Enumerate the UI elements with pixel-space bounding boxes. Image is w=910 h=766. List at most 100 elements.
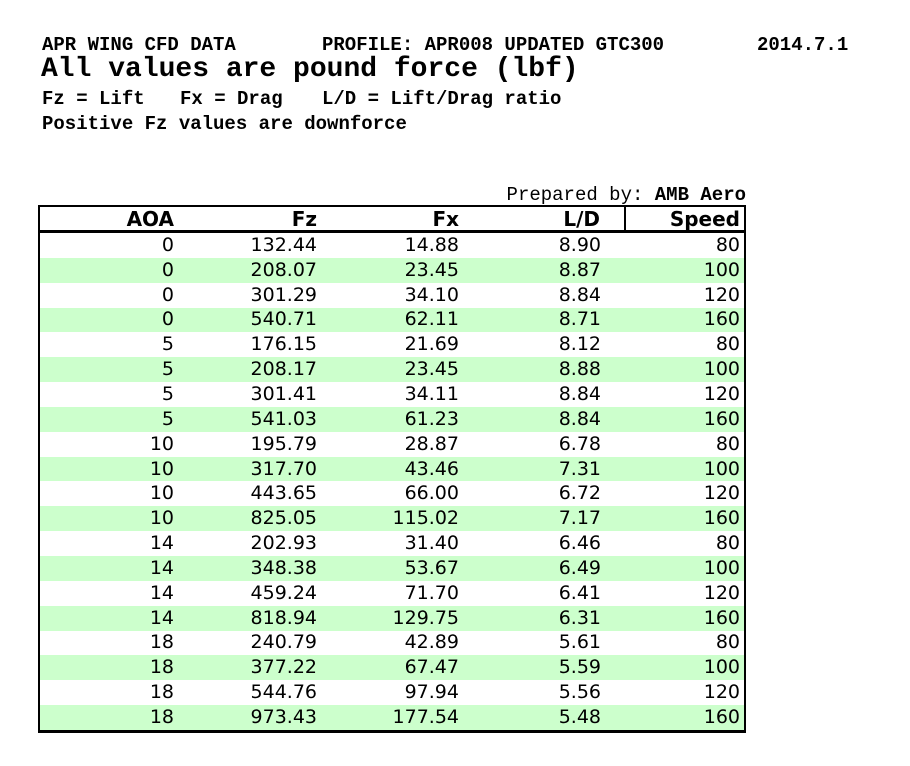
cell-fx: 97.94	[404, 681, 459, 704]
cell-aoa: 18	[149, 631, 174, 654]
cell-speed: 80	[715, 532, 740, 555]
table-row: 14 348.38 53.67 6.49 100	[39, 555, 745, 581]
cell-ld: 5.48	[558, 705, 601, 728]
cell-fx: 62.11	[404, 308, 459, 331]
cell-ld: 6.46	[558, 532, 601, 555]
cell-speed: 100	[703, 556, 740, 579]
cell-fz: 825.05	[250, 507, 317, 530]
cell-aoa: 10	[149, 432, 174, 455]
cell-speed: 160	[703, 606, 740, 629]
cell-aoa: 18	[149, 656, 174, 679]
units-note: All values are pound force (lbf)	[41, 54, 579, 85]
table-row: 18 973.43 177.54 5.48 160	[39, 705, 745, 732]
cell-speed: 160	[703, 308, 740, 331]
cell-fx: 42.89	[404, 631, 459, 654]
table-body: 0 132.44 14.88 8.90 80 0 208.07 23.45 8.87 100 0 30…	[39, 231, 745, 732]
cell-fx: 43.46	[404, 457, 459, 480]
cell-aoa: 0	[161, 283, 174, 306]
cell-speed: 80	[715, 631, 740, 654]
table-row: 10 195.79 28.87 6.78 80	[39, 431, 745, 457]
cell-ld: 5.59	[558, 656, 601, 679]
table-row: 18 377.22 67.47 5.59 100	[39, 655, 745, 681]
cell-ld: 6.78	[558, 432, 601, 455]
cell-aoa: 10	[149, 482, 174, 505]
cell-speed: 120	[703, 283, 740, 306]
cell-fz: 176.15	[250, 333, 317, 356]
cell-speed: 100	[703, 258, 740, 281]
cell-fx: 177.54	[392, 705, 459, 728]
cell-aoa: 18	[149, 681, 174, 704]
table-row: 18 240.79 42.89 5.61 80	[39, 630, 745, 656]
cell-ld: 7.17	[558, 507, 601, 530]
cell-ld: 7.31	[558, 457, 601, 480]
table-row: 10 825.05 115.02 7.17 160	[39, 506, 745, 532]
prepared-by-label: Prepared by:	[506, 184, 644, 207]
cell-ld: 8.71	[558, 308, 601, 331]
cell-ld: 8.12	[558, 333, 601, 356]
cell-fz: 202.93	[250, 532, 317, 555]
cell-ld: 8.84	[558, 283, 601, 306]
table-row: 0 301.29 34.10 8.84 120	[39, 282, 745, 308]
document-title-line: APR WING CFD DATA PROFILE: APR008 UPDATE…	[42, 34, 848, 56]
cell-speed: 160	[703, 407, 740, 430]
cell-fz: 443.65	[250, 482, 317, 505]
cfd-results-table: AOA Fz Fx L/D Speed 0 132.44 14.88 8.90 80 0 208.0…	[38, 205, 746, 733]
cell-aoa: 10	[149, 507, 174, 530]
cell-fx: 34.10	[404, 283, 459, 306]
cell-aoa: 0	[161, 258, 174, 281]
cell-aoa: 5	[161, 407, 174, 430]
cell-aoa: 14	[149, 581, 174, 604]
cell-fz: 348.38	[250, 556, 317, 579]
cell-aoa: 5	[161, 382, 174, 405]
cell-fz: 301.29	[250, 283, 317, 306]
cell-speed: 120	[703, 482, 740, 505]
table-row: 5 176.15 21.69 8.12 80	[39, 332, 745, 358]
cell-fz: 818.94	[250, 606, 317, 629]
col-header-fz: Fz	[180, 206, 322, 233]
cell-fz: 544.76	[250, 681, 317, 704]
table-row: 18 544.76 97.94 5.56 120	[39, 680, 745, 706]
cell-ld: 6.49	[558, 556, 601, 579]
cell-ld: 8.87	[558, 258, 601, 281]
cell-fz: 377.22	[250, 656, 317, 679]
ld-definition: L/D = Lift/Drag ratio	[322, 88, 562, 110]
cell-aoa: 0	[161, 308, 174, 331]
cell-fx: 129.75	[392, 606, 459, 629]
table-row: 0 540.71 62.11 8.71 160	[39, 307, 745, 333]
cell-fx: 66.00	[404, 482, 459, 505]
cell-ld: 8.88	[558, 358, 601, 381]
doc-date: 2014.7.1	[757, 34, 849, 56]
cell-ld: 8.90	[558, 233, 601, 256]
fz-definition: Fz = Lift	[42, 88, 145, 110]
table-row: 10 443.65 66.00 6.72 120	[39, 481, 745, 507]
cell-aoa: 14	[149, 556, 174, 579]
table-row: 5 301.41 34.11 8.84 120	[39, 382, 745, 407]
cell-fx: 71.70	[404, 581, 459, 604]
cell-fz: 240.79	[250, 631, 317, 654]
cell-fz: 459.24	[250, 581, 317, 604]
doc-title: APR WING CFD DATA	[42, 34, 236, 56]
legend-line: Fz = Lift Fx = Drag L/D = Lift/Drag rati…	[42, 88, 561, 110]
cell-ld: 6.31	[558, 606, 601, 629]
cell-speed: 80	[715, 432, 740, 455]
cell-ld: 6.41	[558, 581, 601, 604]
table-row: 14 818.94 129.75 6.31 160	[39, 605, 745, 631]
cell-aoa: 14	[149, 532, 174, 555]
table-row: 0 132.44 14.88 8.90 80	[39, 231, 745, 258]
cell-aoa: 10	[149, 457, 174, 480]
cell-speed: 120	[703, 581, 740, 604]
cell-fx: 21.69	[404, 333, 459, 356]
cell-fx: 23.45	[404, 258, 459, 281]
fx-definition: Fx = Drag	[180, 88, 283, 110]
col-header-fx: Fx	[322, 206, 464, 233]
table-row: 14 459.24 71.70 6.41 120	[39, 580, 745, 606]
cell-ld: 8.84	[558, 382, 601, 405]
downforce-note: Positive Fz values are downforce	[42, 113, 407, 135]
cell-speed: 160	[703, 507, 740, 530]
cell-fx: 115.02	[392, 507, 459, 530]
cell-ld: 6.72	[558, 482, 601, 505]
cell-fx: 28.87	[404, 432, 459, 455]
cell-fx: 61.23	[404, 407, 459, 430]
cell-fx: 67.47	[404, 656, 459, 679]
